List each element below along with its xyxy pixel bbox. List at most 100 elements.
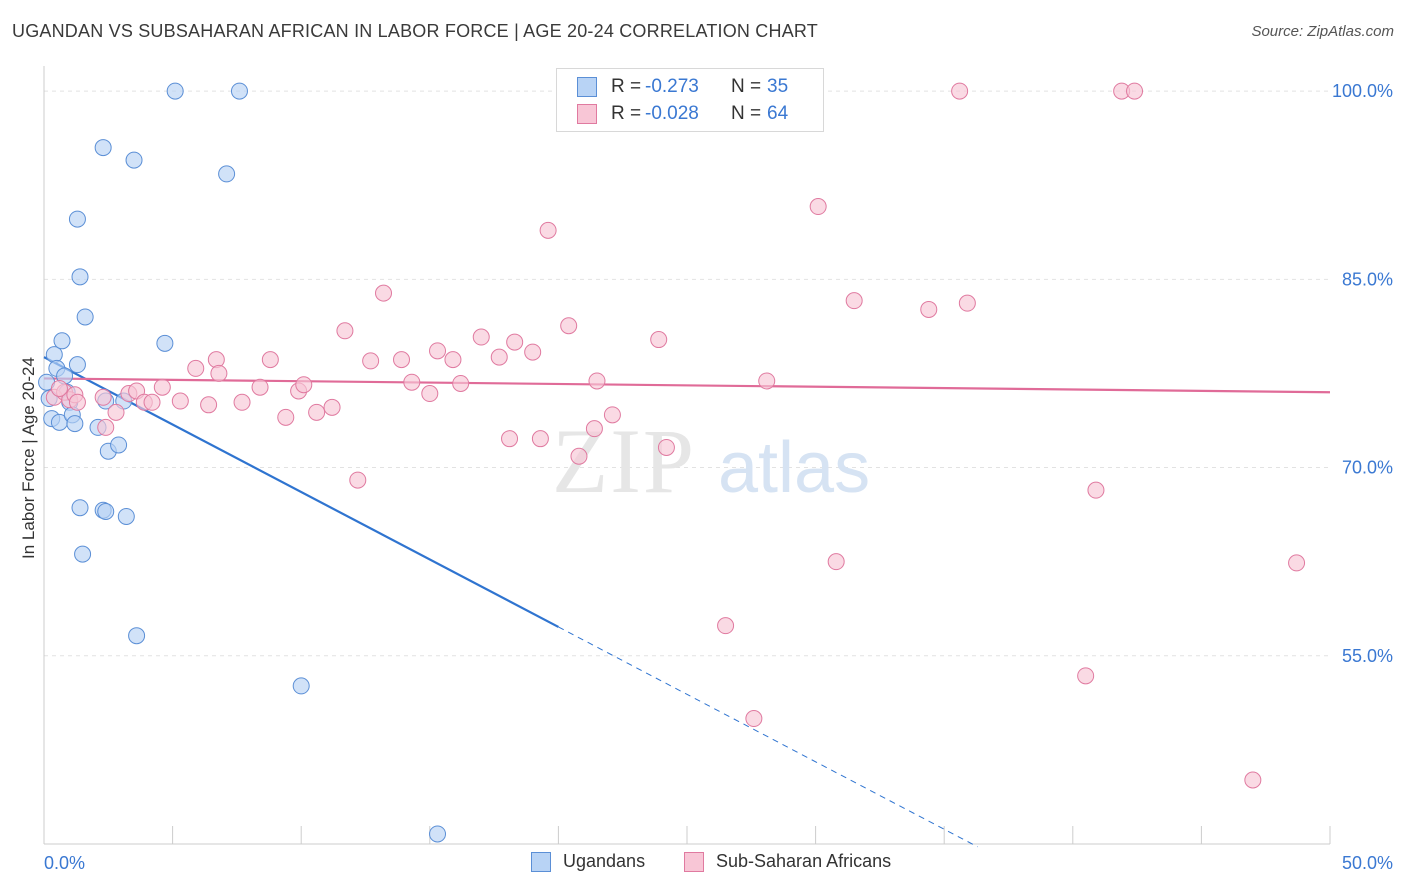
point-subsaharan-39 — [506, 333, 524, 351]
x-tick-labels: 0.0% 50.0% — [44, 853, 1393, 873]
point-subsaharan-18 — [233, 393, 251, 411]
point-subsaharan-17 — [210, 364, 228, 382]
point-subsaharan-54 — [758, 372, 776, 390]
point-subsaharan-28 — [362, 352, 380, 370]
point-subsaharan-53 — [745, 710, 763, 728]
point-ugandans-11 — [66, 415, 84, 433]
legend-swatch-ugandans — [577, 77, 597, 97]
x-tick-label-1: 50.0% — [1342, 853, 1393, 873]
point-ugandans-17 — [71, 268, 89, 286]
point-subsaharan-43 — [560, 317, 578, 335]
legend-swatch-subsaharan — [684, 851, 704, 872]
point-subsaharan-41 — [531, 430, 549, 448]
grid-lines — [44, 90, 1330, 657]
point-subsaharan-27 — [349, 471, 367, 489]
point-subsaharan-37 — [490, 348, 508, 366]
point-subsaharan-47 — [603, 406, 621, 424]
y-axis-label: In Labor Force | Age 20-24 — [19, 357, 38, 559]
point-subsaharan-29 — [375, 284, 393, 302]
legend-r-label: R = — [611, 103, 642, 124]
point-ugandans-24 — [117, 507, 135, 525]
point-subsaharan-4 — [68, 393, 86, 411]
point-subsaharan-24 — [308, 403, 326, 421]
point-subsaharan-6 — [107, 403, 125, 421]
legend-r-value: -0.028 — [645, 103, 699, 124]
point-subsaharan-31 — [403, 373, 421, 391]
point-subsaharan-59 — [951, 82, 969, 100]
chart-title: UGANDAN VS SUBSAHARAN AFRICAN IN LABOR F… — [12, 21, 818, 41]
y-tick-labels: 55.0% 70.0% 85.0% 100.0% — [1332, 81, 1393, 666]
point-subsaharan-66 — [1288, 554, 1306, 572]
point-subsaharan-7 — [97, 418, 115, 436]
point-subsaharan-33 — [429, 342, 447, 360]
point-subsaharan-25 — [323, 398, 341, 416]
point-subsaharan-44 — [570, 447, 588, 465]
series-legend: Ugandans Sub-Saharan Africans — [0, 851, 1406, 877]
point-subsaharan-11 — [143, 393, 161, 411]
point-subsaharan-19 — [251, 378, 269, 396]
point-subsaharan-26 — [336, 322, 354, 340]
point-subsaharan-49 — [650, 331, 668, 349]
point-subsaharan-56 — [827, 553, 845, 571]
point-ugandans-19 — [97, 502, 115, 520]
point-subsaharan-35 — [452, 374, 470, 392]
point-subsaharan-30 — [393, 351, 411, 369]
legend-label-ugandans: Ugandans — [563, 851, 646, 871]
point-ugandans-30 — [218, 165, 236, 183]
y-tick-label-2: 85.0% — [1342, 269, 1393, 289]
point-ugandans-22 — [110, 436, 128, 454]
point-subsaharan-45 — [585, 420, 603, 438]
legend-swatch-subsaharan — [577, 104, 597, 124]
watermark-atlas: atlas — [718, 428, 870, 508]
point-subsaharan-5 — [94, 388, 112, 406]
point-subsaharan-62 — [1087, 481, 1105, 499]
point-ugandans-28 — [156, 334, 174, 352]
point-subsaharan-36 — [472, 328, 490, 346]
point-ugandans-33 — [429, 825, 447, 843]
point-subsaharan-34 — [444, 351, 462, 369]
point-ugandans-25 — [94, 139, 112, 157]
point-ugandans-32 — [292, 677, 310, 695]
point-subsaharan-13 — [171, 392, 189, 410]
point-ugandans-12 — [68, 356, 86, 374]
point-subsaharan-51 — [717, 617, 735, 635]
point-subsaharan-60 — [958, 294, 976, 312]
y-tick-label-3: 100.0% — [1332, 81, 1393, 101]
legend-swatch-ugandans — [531, 851, 551, 872]
y-tick-label-1: 70.0% — [1342, 458, 1393, 478]
legend-r-label: R = — [611, 76, 642, 97]
point-ugandans-15 — [76, 308, 94, 326]
point-ugandans-31 — [230, 82, 248, 100]
legend-item-ugandans[interactable]: Ugandans — [531, 851, 645, 872]
point-subsaharan-40 — [524, 343, 542, 361]
point-ugandans-14 — [74, 545, 92, 563]
point-ugandans-27 — [128, 627, 146, 645]
trend-line-ugandans-extension — [558, 626, 978, 848]
y-tick-label-0: 55.0% — [1342, 646, 1393, 666]
axes — [43, 66, 1331, 845]
point-subsaharan-58 — [920, 300, 938, 318]
point-subsaharan-61 — [1077, 667, 1095, 685]
stats-legend: R = -0.273 N = 35 R = -0.028 N = 64 — [556, 68, 824, 132]
point-subsaharan-16 — [207, 351, 225, 369]
point-subsaharan-12 — [153, 378, 171, 396]
point-subsaharan-20 — [261, 351, 279, 369]
trend-line-subsaharan — [43, 377, 1331, 394]
point-subsaharan-65 — [1244, 771, 1262, 789]
legend-item-subsaharan[interactable]: Sub-Saharan Africans — [684, 851, 891, 872]
point-subsaharan-23 — [295, 376, 313, 394]
legend-r-value: -0.273 — [645, 76, 699, 97]
point-ugandans-13 — [71, 499, 89, 517]
point-subsaharan-46 — [588, 372, 606, 390]
legend-n-label: N = — [731, 103, 762, 124]
chart-source: Source: ZipAtlas.com — [1251, 23, 1394, 40]
point-subsaharan-14 — [187, 359, 205, 377]
x-tick-label-0: 0.0% — [44, 853, 85, 873]
point-ugandans-16 — [68, 210, 86, 228]
point-subsaharan-57 — [845, 292, 863, 310]
point-subsaharan-67 — [50, 379, 68, 397]
point-subsaharan-50 — [657, 438, 675, 456]
legend-label-subsaharan: Sub-Saharan Africans — [716, 851, 892, 871]
point-subsaharan-21 — [277, 408, 295, 426]
